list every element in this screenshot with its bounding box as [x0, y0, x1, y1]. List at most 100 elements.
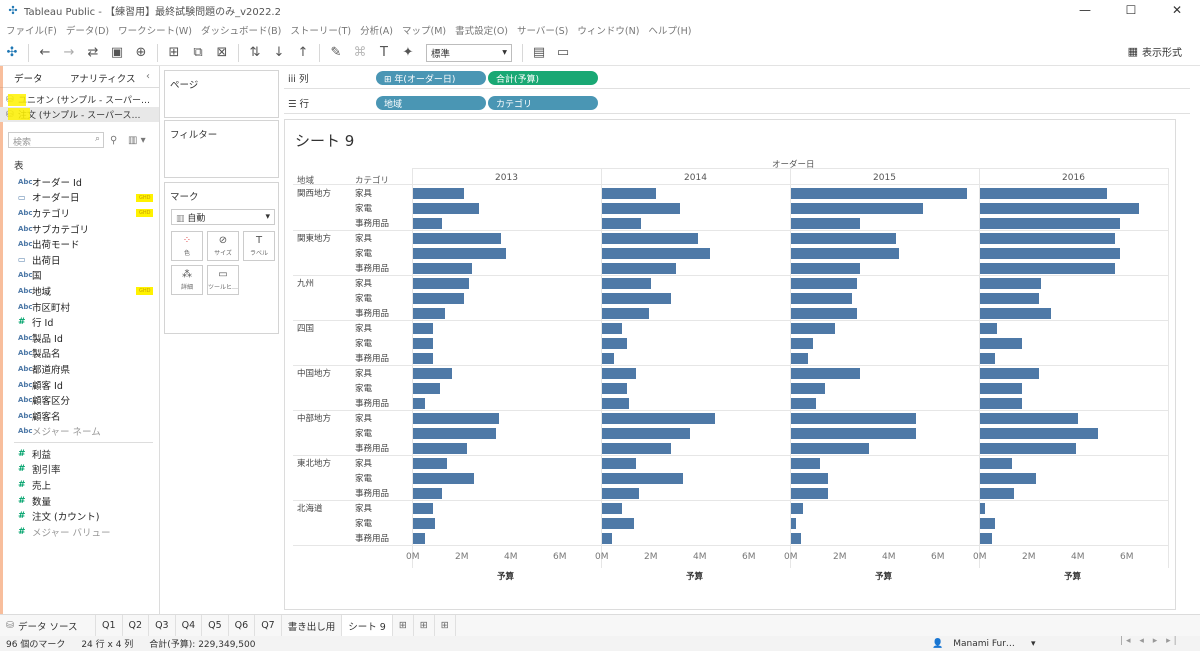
- field-item[interactable]: Abc サブカテゴリ: [0, 221, 159, 237]
- show-cards-icon[interactable]: ▤: [532, 45, 546, 60]
- field-item[interactable]: # メジャー バリュー: [0, 524, 159, 540]
- collapse-pane-icon[interactable]: ‹: [146, 71, 150, 82]
- view-options-icon[interactable]: ▥ ▾: [128, 134, 146, 146]
- field-item[interactable]: Abc 製品 Id: [0, 330, 159, 346]
- field-item[interactable]: Abc 製品名: [0, 346, 159, 362]
- bar-mark: [602, 473, 683, 484]
- field-item[interactable]: # 行 Id: [0, 314, 159, 330]
- marks-card[interactable]: マーク ▥ 自動 ▾ ⁘ 色 ⊘ サイズ T ラベル ⁂ 詳細 ▭ ツールヒ…: [164, 182, 279, 334]
- field-item[interactable]: Abc 都道府県: [0, 361, 159, 377]
- duplicate-sheet-icon[interactable]: ⧉: [193, 45, 203, 60]
- bar-mark: [791, 278, 858, 289]
- columns-pill-budget[interactable]: 合計(予算): [488, 71, 598, 85]
- menu-item[interactable]: データ(D): [65, 26, 110, 37]
- menu-item[interactable]: マップ(M): [402, 26, 447, 37]
- menu-item[interactable]: ウィンドウ(N): [577, 26, 640, 37]
- rows-shelf[interactable]: ☰ 行 地域 カテゴリ: [284, 93, 1190, 114]
- undo-icon[interactable]: ←: [39, 45, 51, 60]
- field-item[interactable]: ▭ オーダー日 GHD: [0, 190, 159, 206]
- columns-pill-year[interactable]: ⊞ 年(オーダー日): [376, 71, 486, 85]
- field-name: 出荷モード: [32, 240, 80, 252]
- new-story-icon[interactable]: ⊞: [435, 614, 456, 637]
- mark-type-select[interactable]: ▥ 自動 ▾: [171, 209, 275, 225]
- tab-data[interactable]: データ: [14, 74, 43, 85]
- filters-card[interactable]: フィルター: [164, 120, 279, 178]
- field-item[interactable]: # 売上: [0, 477, 159, 493]
- pin-axis-icon[interactable]: ✦: [402, 45, 414, 60]
- field-item[interactable]: Abc 国: [0, 268, 159, 284]
- menu-item[interactable]: サーバー(S): [517, 26, 569, 37]
- swap-rows-columns-icon[interactable]: ⇅: [249, 45, 261, 60]
- field-item[interactable]: Abc 顧客名: [0, 408, 159, 424]
- menu-item[interactable]: ストーリー(T): [290, 26, 352, 37]
- field-item[interactable]: Abc カテゴリ GHD: [0, 205, 159, 221]
- sheet-tab[interactable]: 書き出し用: [282, 614, 343, 637]
- color-button[interactable]: ⁘ 色: [171, 231, 203, 261]
- presentation-mode-icon[interactable]: ▭: [556, 45, 570, 60]
- label-button[interactable]: T ラベル: [243, 231, 275, 261]
- highlight-icon[interactable]: ✎: [330, 45, 342, 60]
- close-button[interactable]: ✕: [1171, 3, 1183, 17]
- field-item[interactable]: Abc 市区町村: [0, 299, 159, 315]
- minimize-button[interactable]: —: [1079, 3, 1091, 17]
- redo-icon[interactable]: →: [63, 45, 75, 60]
- sheet-tab[interactable]: Q3: [149, 614, 176, 637]
- fit-select[interactable]: 標準 ▾: [426, 43, 512, 62]
- sheet-tab[interactable]: Q4: [176, 614, 203, 637]
- menu-item[interactable]: 分析(A): [360, 26, 394, 37]
- tab-datasource[interactable]: ⛁ データ ソース: [0, 614, 96, 637]
- field-item[interactable]: Abc 顧客 Id: [0, 377, 159, 393]
- redo-menu-icon[interactable]: ⇄: [87, 45, 99, 60]
- new-datasource-icon[interactable]: ⊕: [135, 45, 147, 60]
- field-item[interactable]: Abc 地域 GHD: [0, 283, 159, 299]
- detail-button[interactable]: ⁂ 詳細: [171, 265, 203, 295]
- tableau-home-icon[interactable]: ✣: [6, 45, 18, 60]
- pages-card[interactable]: ページ: [164, 70, 279, 118]
- sheet-tab[interactable]: Q6: [229, 614, 256, 637]
- field-item[interactable]: # 利益: [0, 446, 159, 462]
- sheet-nav-arrows[interactable]: |◂ ◂ ▸ ▸|: [1120, 636, 1180, 646]
- sheet-tab[interactable]: Q1: [96, 614, 123, 637]
- new-worksheet-icon[interactable]: ⊞: [393, 614, 414, 637]
- bar-mark: [602, 233, 698, 244]
- sheet-tab[interactable]: Q7: [255, 614, 282, 637]
- menu-item[interactable]: ダッシュボード(B): [200, 26, 282, 37]
- field-item[interactable]: Abc 顧客区分: [0, 392, 159, 408]
- filter-icon[interactable]: ⚲: [110, 134, 118, 146]
- bar-mark: [602, 443, 671, 454]
- user-menu[interactable]: 👤 Manami Fur… ▾: [926, 637, 1045, 650]
- save-icon[interactable]: ▣: [110, 45, 124, 60]
- field-item[interactable]: ▭ 出荷日: [0, 252, 159, 268]
- show-labels-icon[interactable]: T: [380, 45, 388, 60]
- field-item[interactable]: # 注文 (カウント): [0, 508, 159, 524]
- rows-pill-region[interactable]: 地域: [376, 96, 486, 110]
- show-me-button[interactable]: ▦ 表示形式: [1128, 44, 1182, 59]
- size-button[interactable]: ⊘ サイズ: [207, 231, 239, 261]
- search-input[interactable]: 検索 ⌕: [8, 132, 104, 148]
- field-item[interactable]: # 数量: [0, 493, 159, 509]
- new-dashboard-icon[interactable]: ⊞: [414, 614, 435, 637]
- field-item[interactable]: Abc 出荷モード: [0, 236, 159, 252]
- menu-item[interactable]: ファイル(F): [6, 26, 57, 37]
- sheet-tab[interactable]: シート 9: [342, 614, 393, 637]
- field-item[interactable]: Abc メジャー ネーム: [0, 424, 159, 440]
- menu-item[interactable]: 書式設定(O): [455, 26, 509, 37]
- group-icon[interactable]: ⌘: [353, 45, 367, 60]
- sheet-tab-bar: ⛁ データ ソース Q1 Q2 Q3 Q4 Q5 Q6 Q7 書き出し用 シート 9 ⊞ ⊞ ⊞: [0, 614, 1200, 637]
- sort-descending-icon[interactable]: ↑: [297, 45, 309, 60]
- tooltip-button[interactable]: ▭ ツールヒ…: [207, 265, 239, 295]
- sort-ascending-icon[interactable]: ↓: [273, 45, 285, 60]
- axis-tick-label: 6M: [931, 552, 945, 562]
- menu-item[interactable]: ヘルプ(H): [648, 26, 692, 37]
- sheet-tab[interactable]: Q5: [202, 614, 229, 637]
- clear-sheet-icon[interactable]: ⊠: [216, 45, 228, 60]
- maximize-button[interactable]: ☐: [1125, 3, 1137, 17]
- field-item[interactable]: Abc オーダー Id: [0, 174, 159, 190]
- rows-pill-category[interactable]: カテゴリ: [488, 96, 598, 110]
- sheet-tab[interactable]: Q2: [123, 614, 150, 637]
- columns-shelf[interactable]: iii 列 ⊞ 年(オーダー日) 合計(予算): [284, 68, 1190, 89]
- tab-analytics[interactable]: アナリティクス: [70, 74, 136, 85]
- menu-item[interactable]: ワークシート(W): [118, 26, 192, 37]
- new-worksheet-icon[interactable]: ⊞: [168, 45, 180, 60]
- field-item[interactable]: # 割引率: [0, 462, 159, 478]
